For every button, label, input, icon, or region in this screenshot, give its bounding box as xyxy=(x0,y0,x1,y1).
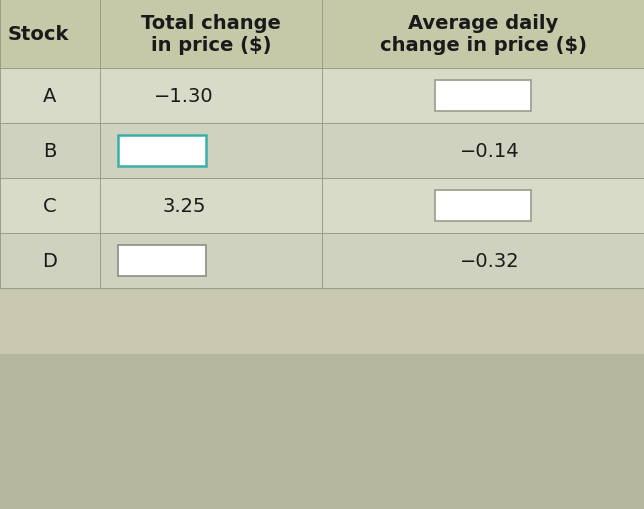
Text: C: C xyxy=(43,196,57,216)
Text: D: D xyxy=(43,251,57,271)
Text: Total change
in price ($): Total change in price ($) xyxy=(141,14,281,55)
Text: −0.32: −0.32 xyxy=(460,251,519,271)
Bar xyxy=(0,380,644,509)
Text: A: A xyxy=(43,87,57,106)
Bar xyxy=(0,0,644,69)
Bar xyxy=(0,179,644,234)
Bar xyxy=(0,234,644,289)
Text: 3.25: 3.25 xyxy=(162,196,206,216)
Text: Stock: Stock xyxy=(8,25,69,44)
Text: −1.30: −1.30 xyxy=(155,87,214,106)
Bar xyxy=(0,355,644,380)
Bar xyxy=(0,124,644,179)
Bar xyxy=(118,136,207,166)
Bar xyxy=(435,191,531,221)
Bar xyxy=(118,246,207,276)
Bar xyxy=(435,81,531,111)
Text: Average daily
change in price ($): Average daily change in price ($) xyxy=(379,14,587,55)
Text: B: B xyxy=(43,142,57,161)
Text: −0.14: −0.14 xyxy=(460,142,519,161)
Bar xyxy=(0,289,644,355)
Bar xyxy=(0,69,644,124)
